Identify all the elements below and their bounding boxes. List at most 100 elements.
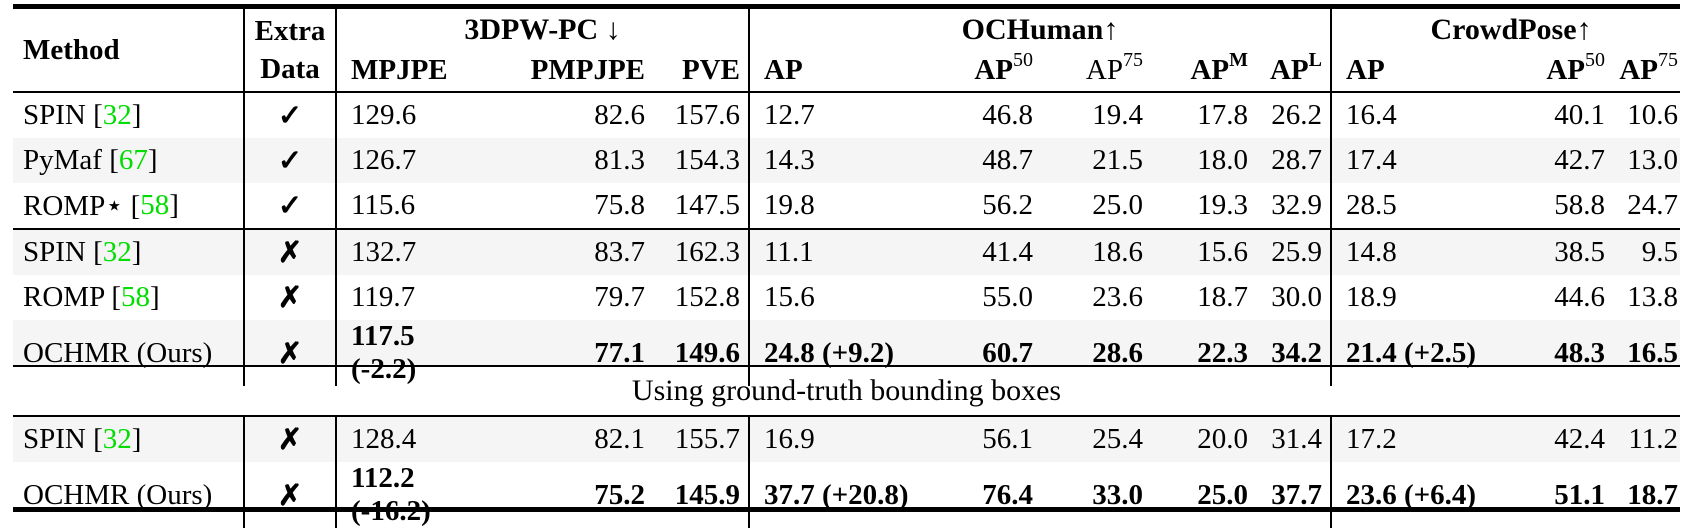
cell-oc-apm: 22.3 [1197,336,1248,369]
cell-oc-ap: 15.6 [748,275,928,320]
cell-oc-ap75: 28.6 [1092,336,1143,369]
cell-pmpjpe: 79.7 [594,281,645,313]
cell-oc-apl: 34.2 [1271,336,1322,369]
extra-data-mark: ✗ [243,320,335,386]
cell-cp-ap: 23.6 (+6.4) [1330,462,1520,528]
cell-oc-apl: 31.4 [1271,423,1322,455]
method-cell: ROMP⋆ [58] [13,183,243,228]
table-rule-under-header [13,91,1680,93]
extra-line2: Data [260,53,320,85]
cell-cp-ap75: 24.7 [1627,189,1678,221]
cell-cp-ap: 18.9 [1330,275,1520,320]
table-row-romp: ROMP [58] ✗ 119.7 79.7 152.8 15.6 55.0 2… [13,275,1680,320]
cell-oc-ap75: 25.0 [1092,189,1143,221]
citation-ref[interactable]: 58 [140,189,170,221]
method-label: SPIN [ [23,423,103,455]
citation-ref[interactable]: 32 [102,99,132,131]
extra-data-mark: ✓ [243,93,335,138]
cell-mpjpe: 126.7 [335,138,485,183]
cell-cp-ap75: 9.5 [1641,236,1678,268]
method-label: SPIN [ [23,99,103,131]
cell-mpjpe: 128.4 [335,417,485,462]
table-row-ochmr-gt: OCHMR (Ours) ✗ 112.2 (-16.2) 75.2 145.9 … [13,462,1680,528]
cell-cp-ap50: 51.1 [1554,478,1605,511]
method-label-close: ] [169,189,179,221]
cell-oc-ap: 19.8 [748,183,928,228]
cell-cp-ap: 17.4 [1330,138,1520,183]
cell-oc-ap75: 21.5 [1092,144,1143,176]
col-header-method: Method [23,33,120,66]
extra-line1: Extra [254,14,326,47]
citation-ref[interactable]: 32 [102,236,132,268]
col-header-oc-ap50: AP 50 [974,48,1033,87]
cell-cp-ap50: 38.5 [1554,236,1605,268]
method-label: ROMP⋆ [ [23,190,141,222]
cell-cp-ap75: 10.6 [1627,99,1678,131]
citation-ref[interactable]: 32 [102,423,132,455]
cell-mpjpe: 132.7 [335,230,485,275]
table-rule-mid [13,228,1680,230]
cell-pve: 155.7 [674,423,740,455]
group-header-3dpw-pc: 3DPW-PC ↓ [335,9,748,50]
cell-pve: 152.8 [674,281,740,313]
cell-mpjpe: 129.6 [335,93,485,138]
citation-ref[interactable]: 58 [121,281,151,313]
extra-data-mark: ✗ [243,417,335,462]
col-header-oc-apl: AP L [1269,48,1322,87]
cell-oc-ap: 11.1 [748,230,928,275]
cell-pve: 147.5 [674,189,740,221]
cell-mpjpe: 112.2 (-16.2) [335,462,485,528]
cell-cp-ap50: 42.7 [1554,144,1605,176]
cell-pve: 162.3 [674,236,740,268]
citation-ref[interactable]: 67 [118,144,148,176]
cell-oc-ap75: 25.4 [1092,423,1143,455]
method-cell: SPIN [32] [13,417,243,462]
method-cell: OCHMR (Ours) [13,462,243,528]
method-label-close: ] [150,281,160,313]
col-header-cp-ap75: AP 75 [1619,48,1678,87]
cell-cp-ap: 17.2 [1330,417,1520,462]
cell-oc-ap: 14.3 [748,138,928,183]
cell-oc-ap: 24.8 (+9.2) [748,320,928,386]
table-rule-bottom [13,507,1680,512]
group-header-ochuman: OCHuman↑ [748,9,1330,50]
cell-mpjpe: 117.5 (-2.2) [335,320,485,386]
cell-oc-ap50: 56.2 [982,189,1033,221]
cell-oc-ap50: 55.0 [982,281,1033,313]
cell-pve: 157.6 [674,99,740,131]
cell-cp-ap: 14.8 [1330,230,1520,275]
table-row-ochmr: OCHMR (Ours) ✗ 117.5 (-2.2) 77.1 149.6 2… [13,320,1680,386]
method-cell: ROMP [58] [13,275,243,320]
method-label-close: ] [147,144,158,176]
cell-oc-apm: 18.0 [1197,144,1248,176]
col-header-oc-ap: AP [748,50,928,91]
results-table: Method Extra Data 3DPW-PC ↓ OCHuman↑ Cro… [13,4,1680,528]
method-cell: SPIN [32] [13,93,243,138]
cell-pmpjpe: 81.3 [594,144,645,176]
method-label: OCHMR (Ours) [23,336,213,369]
cell-cp-ap75: 16.5 [1627,336,1678,369]
cell-oc-ap75: 23.6 [1092,281,1143,313]
cell-cp-ap: 28.5 [1330,183,1520,228]
cell-cp-ap: 21.4 (+2.5) [1330,320,1520,386]
table-header: Method Extra Data 3DPW-PC ↓ OCHuman↑ Cro… [13,9,1680,91]
col-header-mpjpe: MPJPE [335,50,485,91]
method-label: PyMaf [ [23,144,119,176]
cell-oc-ap50: 60.7 [982,336,1033,369]
cell-pve: 149.6 [674,336,740,369]
cell-cp-ap50: 44.6 [1554,281,1605,313]
extra-data-mark: ✗ [243,230,335,275]
table-row-spin-extra: SPIN [32] ✓ 129.6 82.6 157.6 12.7 46.8 1… [13,93,1680,138]
cell-oc-apm: 18.7 [1197,281,1248,313]
cell-cp-ap50: 42.4 [1554,423,1605,455]
col-header-cp-ap50: AP 50 [1546,48,1605,87]
cell-oc-apl: 25.9 [1271,236,1322,268]
extra-data-mark: ✓ [243,183,335,228]
cell-cp-ap75: 18.7 [1627,478,1678,511]
cell-pmpjpe: 75.8 [594,189,645,221]
method-label: SPIN [ [23,236,103,268]
cell-mpjpe: 115.6 [335,183,485,228]
table-rule-below-band [13,415,1680,417]
method-label: OCHMR (Ours) [23,478,213,511]
table-row-spin-noextra: SPIN [32] ✗ 132.7 83.7 162.3 11.1 41.4 1… [13,230,1680,275]
